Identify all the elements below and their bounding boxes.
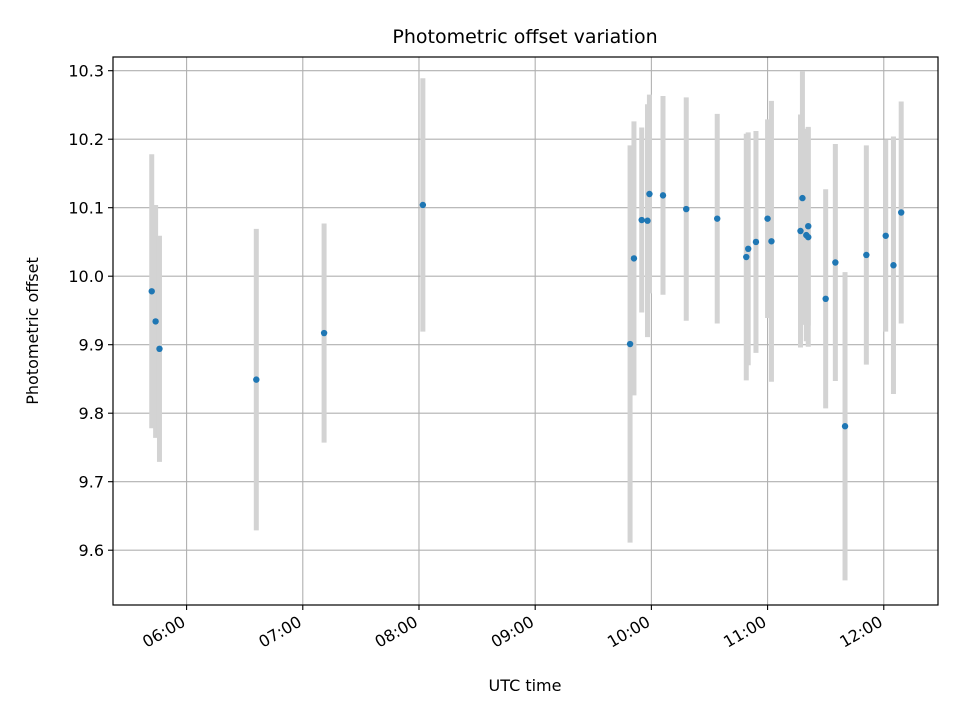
data-point	[626, 340, 634, 348]
data-point	[320, 329, 328, 337]
data-point	[714, 215, 721, 222]
y-tick-label: 9.7	[79, 473, 104, 492]
data-point	[630, 255, 638, 262]
plot-frame	[112, 56, 939, 606]
data-point	[799, 194, 806, 202]
data-point	[152, 318, 159, 325]
data-point	[841, 423, 849, 430]
y-tick-label: 10.2	[68, 130, 104, 149]
y-tick-label: 10.1	[68, 199, 104, 218]
data-point	[882, 232, 889, 239]
data-point	[644, 217, 651, 224]
data-point	[797, 227, 804, 235]
data-point	[822, 295, 829, 303]
data-point	[745, 245, 752, 252]
grid	[113, 57, 938, 605]
data-point	[419, 201, 427, 209]
y-tick-label: 9.9	[79, 336, 104, 355]
data-points	[148, 190, 905, 430]
y-tick-label: 9.8	[79, 404, 104, 423]
y-tick-label: 9.6	[79, 541, 104, 560]
data-point	[646, 190, 653, 198]
y-tick-label: 10.3	[68, 62, 104, 81]
data-point	[764, 215, 771, 222]
data-point	[253, 376, 260, 383]
data-point	[743, 253, 750, 261]
data-point	[890, 262, 897, 269]
y-axis-title: Photometric offset	[23, 257, 42, 405]
data-point	[805, 222, 812, 230]
data-point	[638, 216, 645, 224]
y-axis-ticks: 9.6 9.7 9.8 9.9 10.0 10.1 10.2 10.3	[68, 62, 113, 560]
data-point	[832, 259, 839, 266]
data-point	[768, 238, 775, 245]
data-point	[683, 205, 690, 213]
data-point	[898, 209, 905, 216]
y-tick-label: 10.0	[68, 267, 104, 286]
x-axis-title: UTC time	[489, 676, 562, 695]
data-point	[156, 345, 163, 353]
data-point	[805, 233, 812, 241]
data-point	[863, 251, 870, 259]
data-point	[659, 192, 667, 199]
chart-title: Photometric offset variation	[392, 26, 657, 48]
data-point	[148, 288, 155, 295]
data-point	[752, 238, 760, 246]
